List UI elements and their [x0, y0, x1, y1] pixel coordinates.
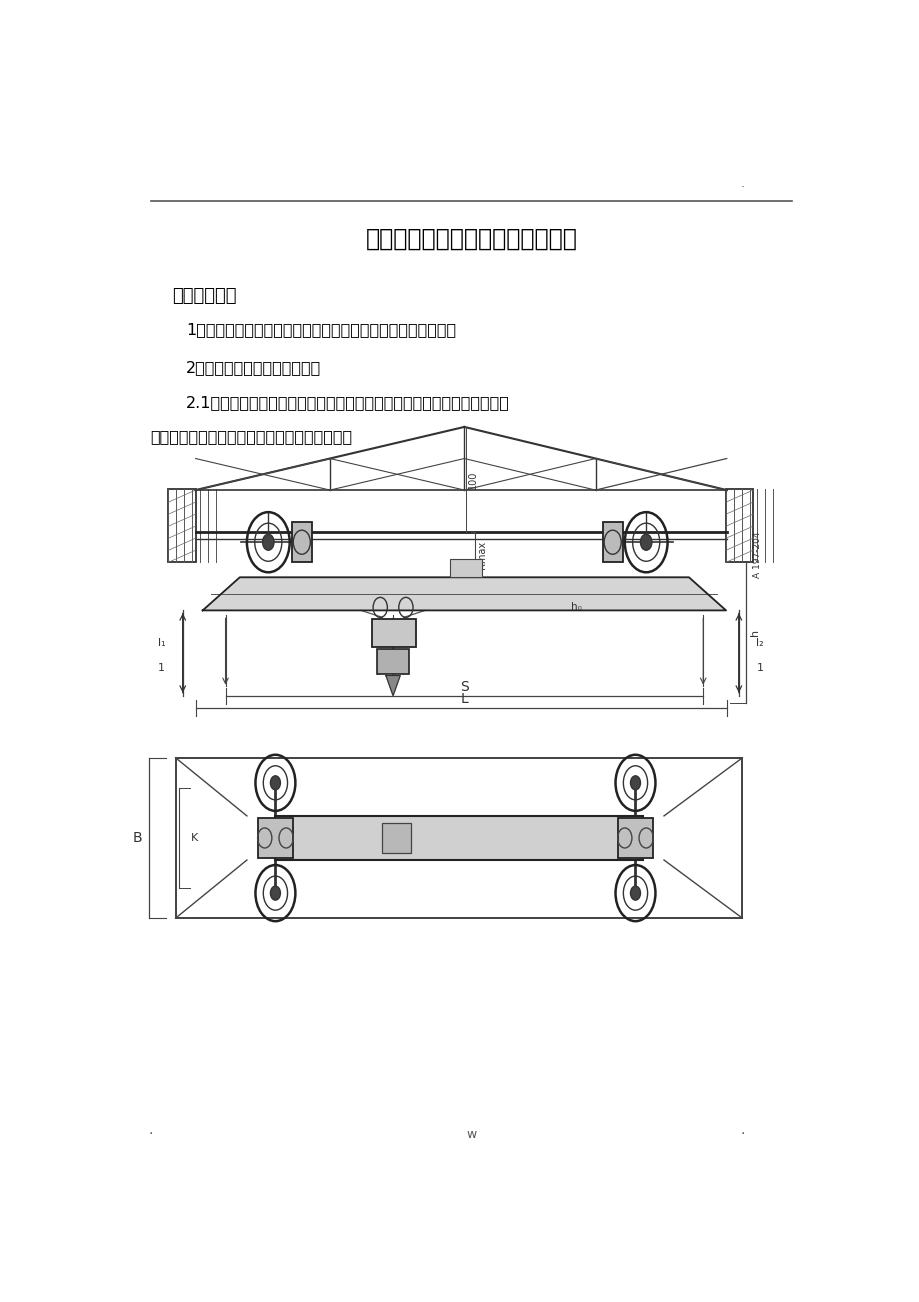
- Circle shape: [270, 776, 280, 790]
- Text: h: h: [749, 629, 759, 635]
- Polygon shape: [386, 676, 400, 695]
- Circle shape: [262, 534, 274, 551]
- Text: L: L: [460, 691, 468, 706]
- Text: 司机室、机电设备等组成，整机外形结构见图。: 司机室、机电设备等组成，整机外形结构见图。: [151, 428, 352, 444]
- Text: 一、基本情况: 一、基本情况: [172, 286, 236, 305]
- Text: B: B: [133, 831, 142, 845]
- Bar: [168, 490, 196, 562]
- Bar: [602, 522, 622, 562]
- Text: Rmax: Rmax: [477, 540, 487, 569]
- Bar: [291, 522, 312, 562]
- Text: ·: ·: [740, 181, 743, 194]
- Circle shape: [270, 887, 280, 900]
- Text: 1、贵公司新购进单梁悬挂起重机，需安装在车间吊车轨道上。: 1、贵公司新购进单梁悬挂起重机，需安装在车间吊车轨道上。: [186, 322, 456, 337]
- Bar: [176, 758, 742, 918]
- Bar: [449, 560, 482, 577]
- Bar: [382, 823, 411, 853]
- Text: l₂: l₂: [755, 638, 764, 648]
- Text: 电动单梁悬挂起重机安装施工方案: 电动单梁悬挂起重机安装施工方案: [365, 227, 577, 250]
- Text: l₁: l₁: [157, 638, 165, 648]
- Text: K: K: [191, 833, 199, 842]
- Text: ·: ·: [148, 1126, 153, 1141]
- Bar: [275, 816, 641, 861]
- Text: ·: ·: [740, 1126, 743, 1141]
- Text: 1: 1: [158, 663, 165, 673]
- Bar: [617, 818, 652, 858]
- Text: h₀: h₀: [571, 603, 582, 612]
- Circle shape: [640, 534, 652, 551]
- Circle shape: [630, 776, 640, 790]
- Bar: [377, 650, 408, 673]
- Text: 100: 100: [468, 470, 477, 488]
- Text: 2.1、起重机结构：悬挂起重机由主梁、端梁组成的桥架、起升电动葫芦、: 2.1、起重机结构：悬挂起重机由主梁、端梁组成的桥架、起升电动葫芦、: [186, 395, 510, 410]
- Text: S: S: [460, 680, 469, 694]
- Circle shape: [630, 887, 640, 900]
- Bar: [257, 818, 293, 858]
- Text: 1: 1: [756, 663, 763, 673]
- Polygon shape: [202, 577, 725, 611]
- Text: w: w: [466, 1128, 476, 1141]
- Bar: [371, 620, 415, 647]
- Text: A 197-204: A 197-204: [753, 531, 761, 578]
- Text: 2、起重机结构与技术性能参数: 2、起重机结构与技术性能参数: [186, 359, 322, 375]
- Bar: [725, 490, 753, 562]
